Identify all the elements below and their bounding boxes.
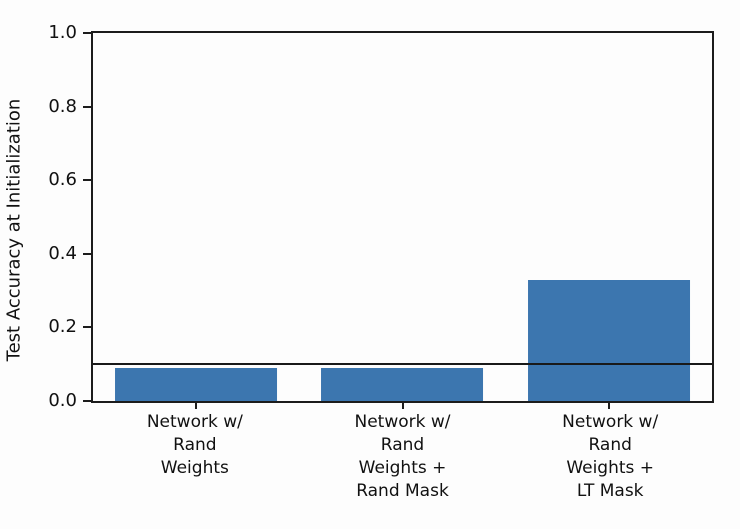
x-tick-mark: [195, 403, 198, 409]
y-tick-label: 0.8: [48, 95, 77, 117]
x-tick-label-3: Network w/ Rand Weights + LT Mask: [562, 412, 659, 501]
y-tick-mark: [83, 179, 91, 182]
x-tick-label-1: Network w/ Rand Weights: [146, 412, 243, 478]
reference-line: [93, 363, 712, 366]
bars-row: [93, 33, 712, 401]
bar-2: [321, 367, 484, 401]
y-tick-label: 0.4: [48, 242, 77, 264]
y-tick-mark: [83, 252, 91, 255]
y-tick-mark: [83, 32, 91, 34]
y-tick-mark: [83, 105, 91, 108]
bar-3: [527, 279, 690, 401]
y-tick-label: 0.6: [48, 169, 77, 191]
y-tick-label: 0.2: [48, 316, 77, 338]
y-tick-mark: [83, 400, 91, 402]
y-axis-label: Test Accuracy at Initialization: [3, 98, 25, 362]
plot-area: 0.0 0.2 0.4 0.6 0.8 1.0: [48, 24, 714, 410]
y-tick-label: 0.0: [48, 390, 77, 411]
x-tick-mark: [401, 403, 404, 409]
bar-slot: [299, 33, 505, 401]
x-tick-label-2: Network w/ Rand Weights + Rand Mask: [354, 412, 451, 501]
x-tick-mark: [607, 403, 610, 409]
x-tick-labels: Network w/ Rand Weights Network w/ Rand W…: [91, 411, 714, 503]
bar-slot: [506, 33, 712, 401]
y-tick-mark: [83, 326, 91, 329]
bar-1: [115, 367, 278, 401]
bar-slot: [93, 33, 299, 401]
y-tick-label: 1.0: [48, 22, 77, 43]
